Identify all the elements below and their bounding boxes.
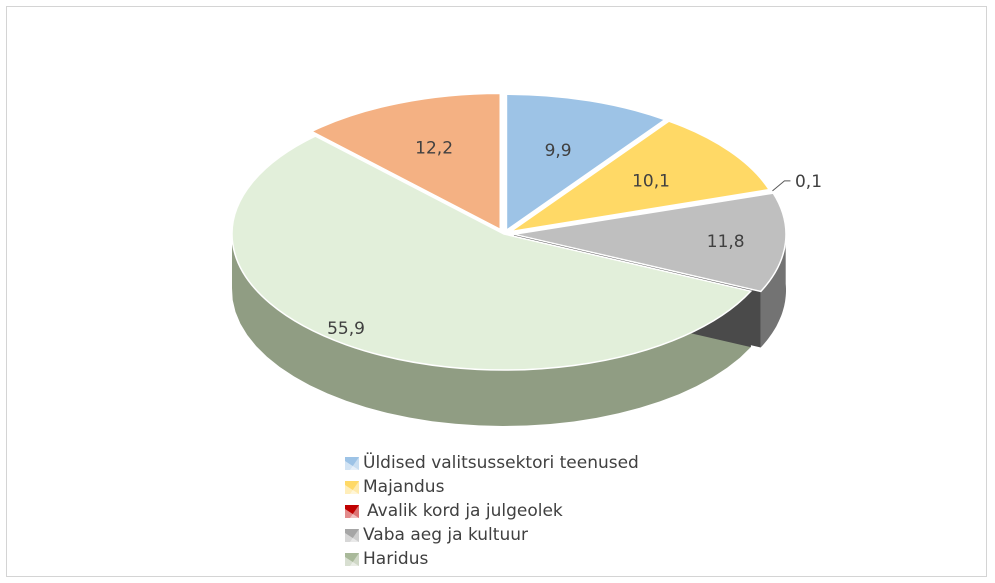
legend-swatch bbox=[345, 552, 359, 566]
legend-swatch bbox=[345, 528, 359, 542]
data-label: 9,9 bbox=[545, 141, 572, 161]
legend-swatch bbox=[345, 456, 359, 470]
legend-label: Haridus bbox=[363, 549, 429, 569]
data-label: 12,2 bbox=[415, 138, 453, 158]
legend-swatch bbox=[345, 480, 359, 494]
data-label: 10,1 bbox=[632, 171, 670, 191]
data-label: 0,1 bbox=[795, 172, 822, 192]
legend-label: Majandus bbox=[363, 477, 445, 497]
pie-tops bbox=[231, 92, 787, 371]
legend-label: Vaba aeg ja kultuur bbox=[363, 525, 528, 545]
legend: Üldised valitsussektori teenused Majandu… bbox=[345, 451, 639, 571]
pie-slice-1 bbox=[510, 120, 771, 233]
pie-chart: 9,9 10,1 0,1 11,8 55,9 12,2 bbox=[231, 92, 822, 426]
pie-slice-5 bbox=[309, 92, 502, 231]
legend-item-recreation-culture: Vaba aeg ja kultuur bbox=[345, 523, 639, 547]
leader-line bbox=[772, 180, 791, 192]
pie-slice-3 bbox=[513, 192, 787, 293]
legend-item-general-services: Üldised valitsussektori teenused bbox=[345, 451, 639, 475]
chart-area: 9,9 10,1 0,1 11,8 55,9 12,2 Üldised valitsuss… bbox=[6, 6, 987, 577]
pie-slice-side bbox=[232, 232, 751, 426]
legend-label: Avalik kord ja julgeolek bbox=[367, 501, 563, 521]
pie-slice-side bbox=[760, 227, 786, 348]
legend-item-public-order: Avalik kord ja julgeolek bbox=[345, 499, 639, 523]
legend-label: Üldised valitsussektori teenused bbox=[363, 453, 639, 473]
legend-item-education: Haridus bbox=[345, 547, 639, 571]
data-label: 11,8 bbox=[707, 232, 745, 252]
legend-swatch bbox=[345, 504, 359, 518]
pie-slice-0 bbox=[505, 93, 667, 232]
pie-labels: 9,9 10,1 0,1 11,8 55,9 12,2 bbox=[327, 138, 822, 339]
pie-slice-4 bbox=[231, 135, 753, 371]
data-label: 55,9 bbox=[327, 319, 365, 339]
legend-item-economy: Majandus bbox=[345, 475, 639, 499]
